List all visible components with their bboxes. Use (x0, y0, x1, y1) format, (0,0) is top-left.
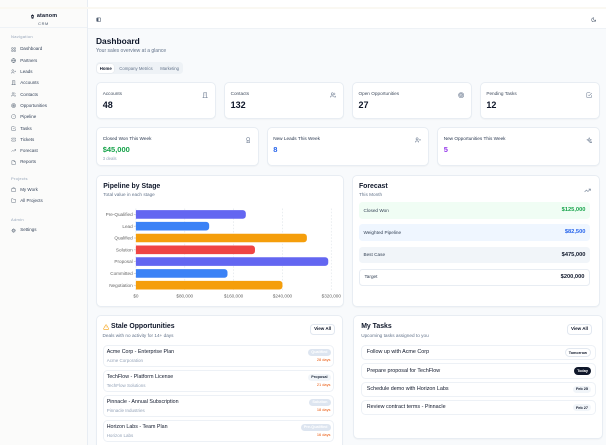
svg-text:$80,000: $80,000 (176, 293, 193, 298)
svg-text:$320,000: $320,000 (322, 293, 342, 298)
svg-text:Qualified: Qualified (114, 235, 133, 240)
svg-text:Proposal: Proposal (114, 259, 132, 264)
svg-text:$240,000: $240,000 (273, 293, 293, 298)
svg-text:Solution: Solution (116, 247, 133, 252)
svg-text:$160,000: $160,000 (224, 293, 244, 298)
svg-text:Negotiation: Negotiation (109, 282, 133, 287)
svg-text:$0: $0 (133, 293, 139, 298)
svg-text:Lead: Lead (122, 223, 133, 228)
svg-text:Committed: Committed (110, 271, 133, 276)
svg-text:Pre-Qualified: Pre-Qualified (106, 212, 134, 217)
